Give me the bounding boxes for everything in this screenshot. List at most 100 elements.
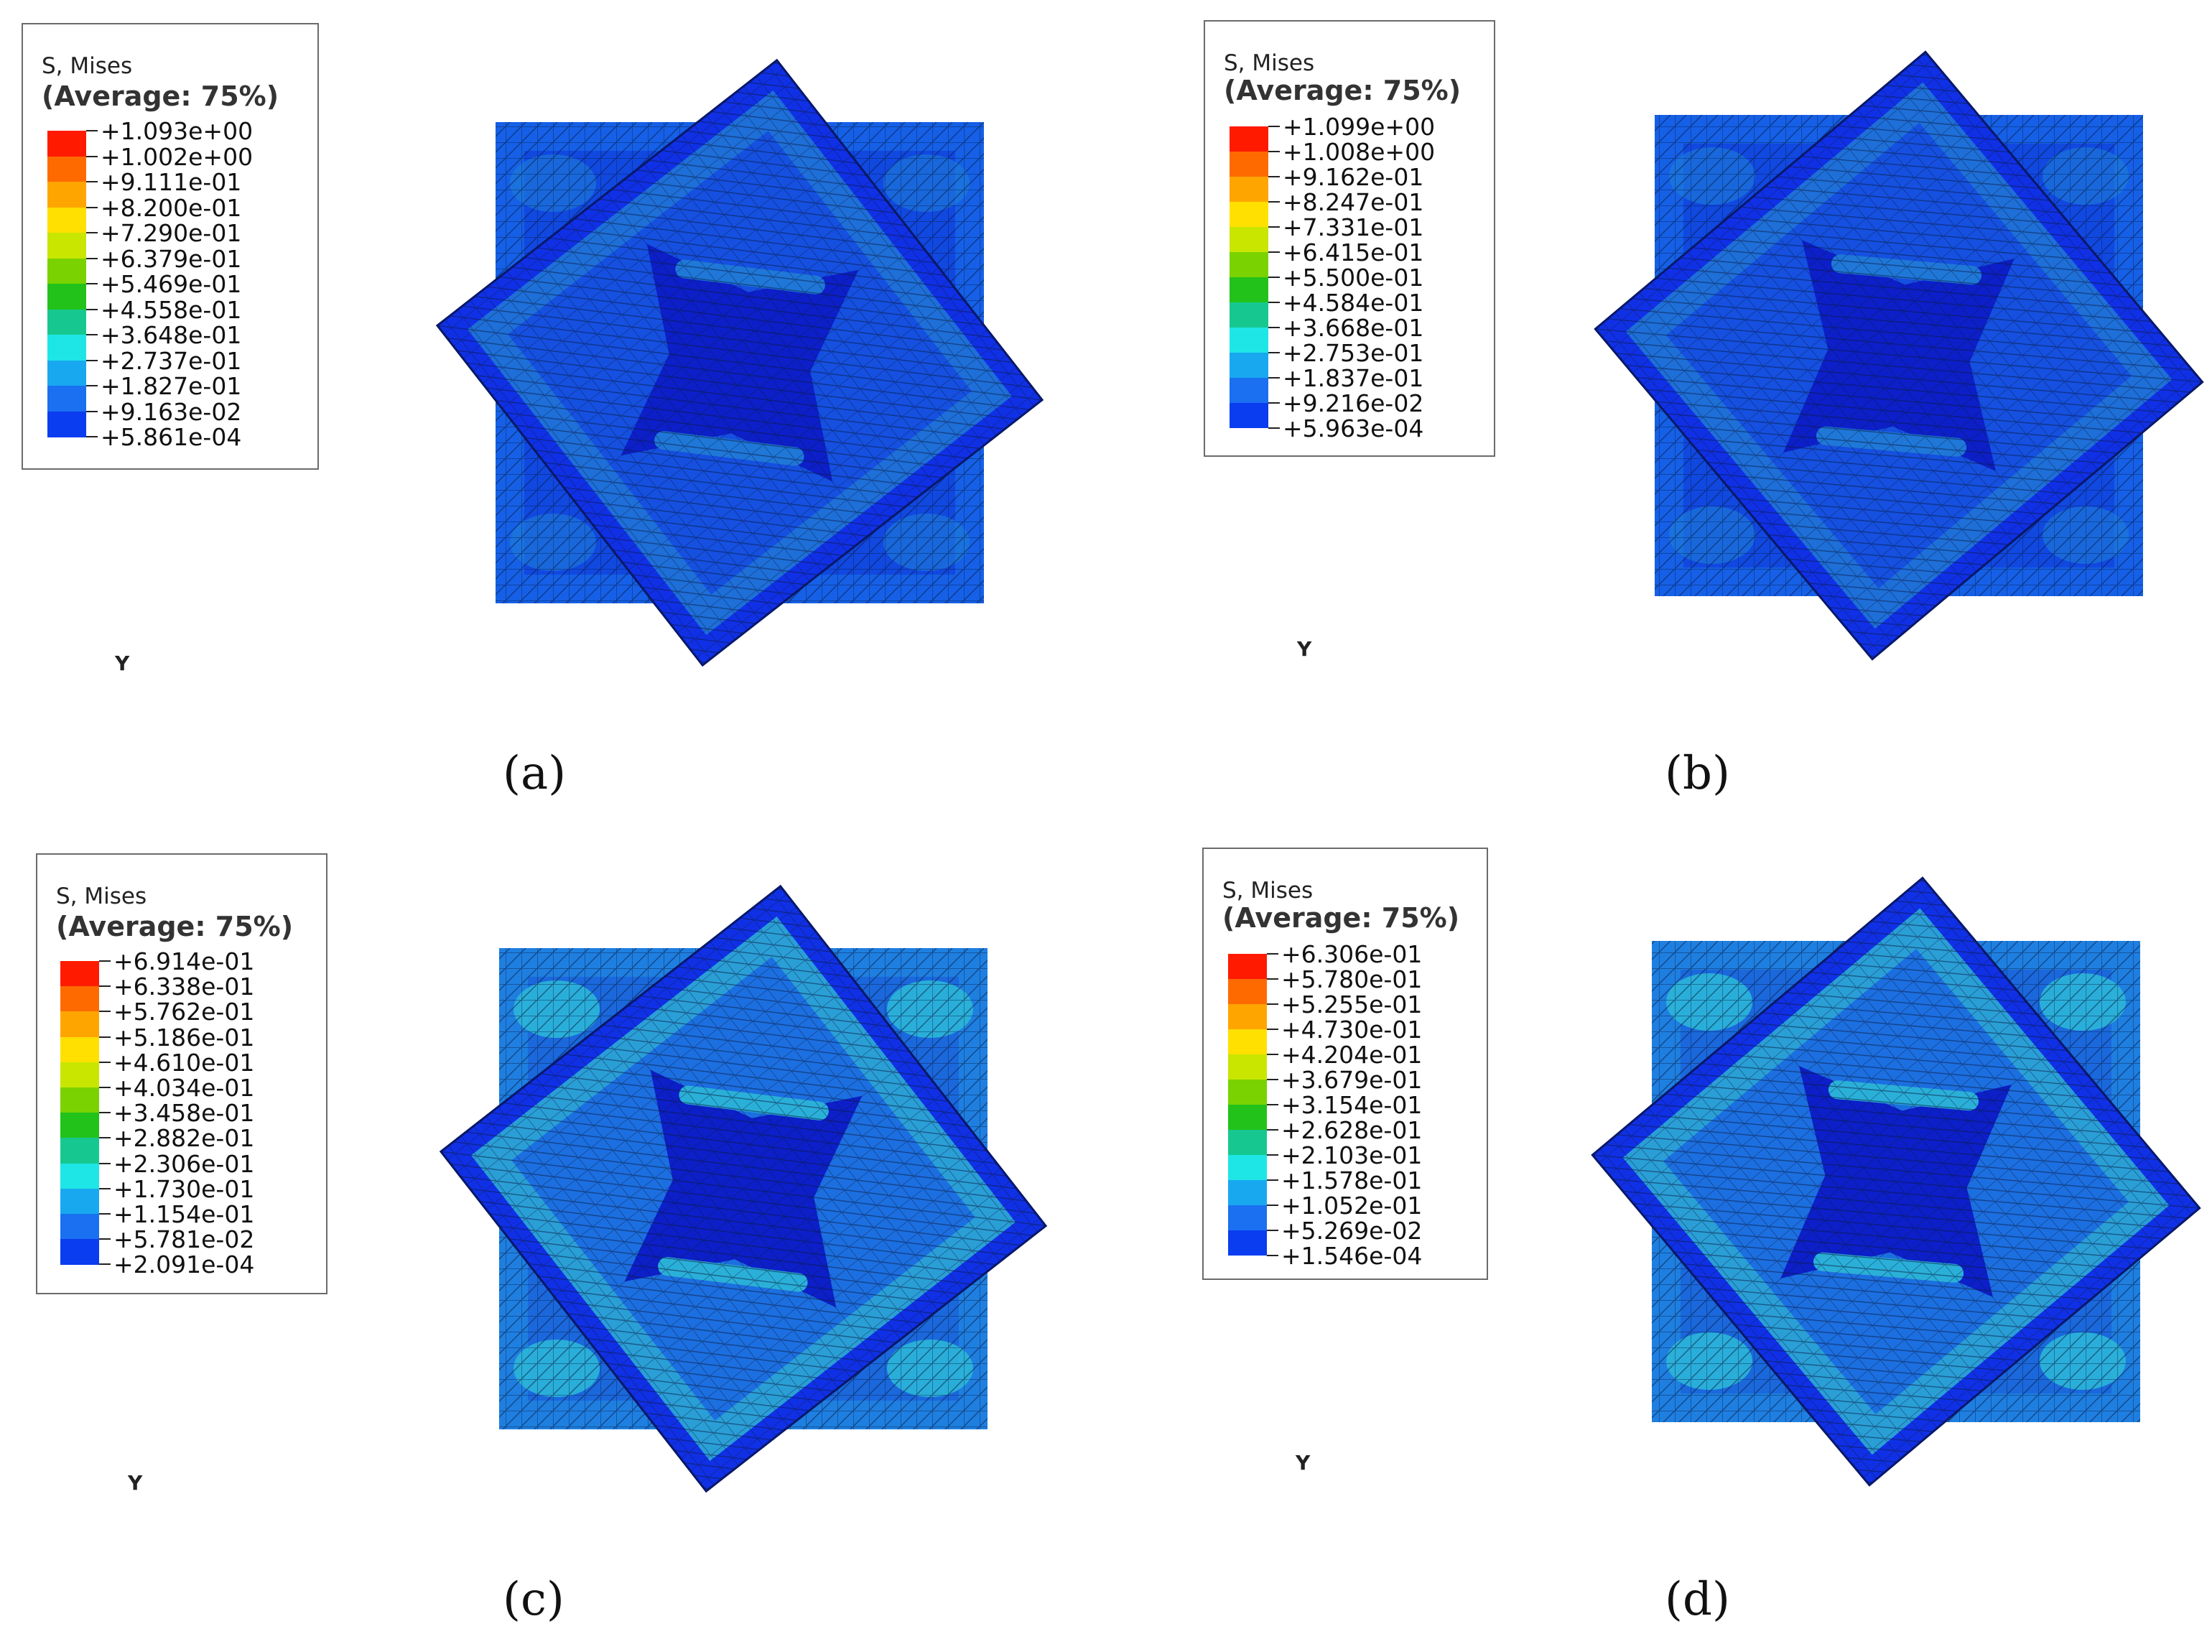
colorbar-tick	[1267, 978, 1278, 980]
colorbar-value: +4.034e-01	[113, 1074, 255, 1102]
colorbar-tick	[86, 130, 98, 131]
colorbar-tick	[1267, 1179, 1278, 1181]
colorbar-tick	[86, 181, 98, 182]
colorbar-tick	[1267, 1255, 1278, 1256]
colorbar-value: +2.737e-01	[101, 346, 242, 375]
legend-subtitle-b: (Average: 75%)	[1224, 75, 1462, 106]
panel-a: S, Mises (Average: 75%) +1.093e+00 +1.002…	[0, 0, 1106, 826]
colorbar-swatch	[1228, 1155, 1267, 1180]
colorbar-value: +6.379e-01	[101, 244, 242, 273]
colorbar-tick	[1268, 352, 1280, 353]
rotated-square	[435, 58, 1044, 667]
colorbar-tick	[1268, 151, 1280, 152]
colorbar-tick	[1268, 201, 1280, 203]
colorbar-value: +7.331e-01	[1283, 213, 1424, 241]
mesh-overlay	[1595, 52, 2203, 659]
colorbar-swatch	[47, 284, 86, 310]
colorbar-value: +3.668e-01	[1283, 314, 1424, 342]
stress-plot-c	[439, 884, 1048, 1493]
panel-b: S, Mises (Average: 75%) +1.099e+00 +1.008…	[1106, 0, 2212, 826]
colorbar-tick	[1267, 1129, 1278, 1131]
colorbar-value: +5.500e-01	[1283, 264, 1424, 292]
colorbar-value: +1.578e-01	[1281, 1166, 1423, 1194]
colorbar-value: +2.306e-01	[113, 1149, 255, 1178]
rotated-square	[1591, 876, 2201, 1487]
colorbar-tick	[86, 359, 98, 361]
colorbar-value: +2.103e-01	[1281, 1141, 1423, 1169]
mesh-overlay	[440, 886, 1046, 1492]
colorbar-tick	[1267, 1029, 1278, 1030]
axis-label-y-d: Y	[1296, 1451, 1311, 1475]
colorbar-swatch	[1228, 1105, 1267, 1130]
caption-b: (b)	[1665, 747, 1730, 800]
colorbar-tick	[99, 1011, 111, 1013]
colorbar-swatch	[1230, 277, 1268, 302]
rotated-square	[1594, 50, 2204, 661]
colorbar-tick	[1267, 1205, 1278, 1206]
colorbar-swatch	[60, 1188, 99, 1215]
colorbar-tick	[1268, 176, 1280, 177]
colorbar-tick	[99, 1137, 111, 1139]
colorbar-value: +2.753e-01	[1283, 339, 1424, 367]
colorbar-swatch	[1230, 202, 1268, 227]
colorbar-swatch	[1230, 302, 1268, 328]
colorbar-swatch	[1230, 328, 1268, 353]
colorbar-swatch	[1228, 1054, 1267, 1080]
legend-b: S, Mises (Average: 75%) +1.099e+00 +1.008…	[1204, 20, 1495, 457]
colorbar-value: +9.162e-01	[1283, 163, 1424, 191]
colorbar-value: +5.762e-01	[113, 998, 255, 1026]
colorbar-value: +5.255e-01	[1281, 990, 1423, 1018]
colorbar-tick	[99, 1162, 111, 1164]
colorbar-swatch	[1230, 177, 1268, 202]
colorbar-value: +1.099e+00	[1283, 113, 1436, 141]
colorbar-value: +5.861e-04	[101, 423, 242, 451]
colorbar-value: +9.216e-02	[1283, 389, 1424, 417]
colorbar-swatch	[1228, 1230, 1267, 1256]
mesh-overlay	[437, 60, 1043, 666]
colorbar-swatch	[1230, 227, 1268, 252]
colorbar-swatch	[60, 1239, 99, 1266]
colorbar-swatch	[1228, 1004, 1267, 1029]
colorbar-value: +1.837e-01	[1283, 364, 1424, 392]
colorbar-tick	[1267, 1230, 1278, 1231]
colorbar-swatch	[47, 386, 86, 412]
colorbar-swatch	[1230, 126, 1268, 152]
colorbar-value: +6.338e-01	[113, 973, 255, 1001]
colorbar-swatch	[60, 1062, 99, 1088]
stress-plot-d	[1591, 876, 2201, 1487]
legend-subtitle-d: (Average: 75%)	[1222, 902, 1460, 934]
colorbar-value: +4.558e-01	[101, 295, 242, 324]
colorbar-tick	[86, 283, 98, 284]
colorbar-value: +1.730e-01	[113, 1174, 255, 1203]
colorbar-value: +2.882e-01	[113, 1124, 255, 1153]
colorbar-swatch	[47, 258, 86, 284]
colorbar-tick	[99, 1112, 111, 1114]
mesh-group	[1591, 876, 2201, 1487]
colorbar-swatch	[47, 360, 86, 386]
colorbar-value: +1.546e-04	[1281, 1242, 1423, 1270]
colorbar-swatch	[47, 309, 86, 335]
legend-title-d: S, Mises	[1222, 878, 1314, 904]
colorbar-tick	[86, 385, 98, 386]
colorbar-tick	[1268, 377, 1280, 379]
panel-c: S, Mises (Average: 75%) +6.914e-01 +6.338…	[0, 826, 1106, 1652]
colorbar-value: +2.628e-01	[1281, 1116, 1423, 1144]
colorbar-value: +3.154e-01	[1281, 1091, 1423, 1119]
colorbar-swatch	[60, 1214, 99, 1240]
colorbar-tick	[86, 206, 98, 208]
stress-plot-b	[1594, 50, 2204, 661]
colorbar-tick	[86, 257, 98, 259]
colorbar-tick	[99, 1061, 111, 1063]
colorbar-tick	[86, 232, 98, 233]
colorbar-swatch	[1228, 954, 1267, 979]
colorbar-value: +1.827e-01	[101, 372, 242, 400]
colorbar-swatch	[60, 986, 99, 1013]
colorbar-swatch	[60, 1036, 99, 1063]
colorbar-value: +6.306e-01	[1281, 940, 1423, 968]
axis-label-y-c: Y	[128, 1471, 143, 1495]
colorbar-tick	[86, 155, 98, 157]
colorbar-swatch	[60, 1011, 99, 1038]
colorbar-tick	[86, 410, 98, 412]
colorbar-tick	[1267, 1104, 1278, 1105]
colorbar-tick	[1267, 1003, 1278, 1005]
